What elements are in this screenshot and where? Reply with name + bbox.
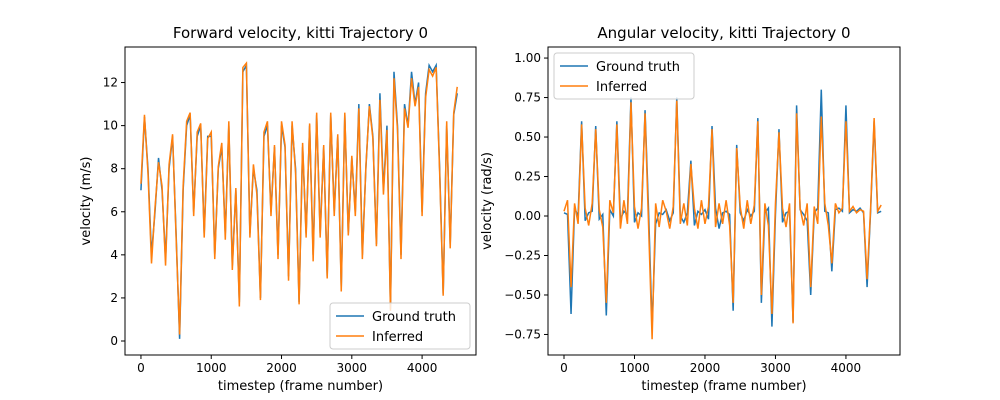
x-tick-label: 1000 <box>619 361 650 375</box>
chart-title: Forward velocity, kitti Trajectory 0 <box>173 24 428 42</box>
legend: Ground truth Inferred <box>553 52 695 100</box>
x-tick-label: 3000 <box>760 361 791 375</box>
y-tick-label: 12 <box>103 76 118 90</box>
x-tick-label: 1000 <box>196 361 227 375</box>
y-tick-label: −0.50 <box>504 288 541 302</box>
x-tick-label: 4000 <box>831 361 862 375</box>
subplot: 0 1000 2000 3000 4000 0 2 4 6 8 10 12 Forward veloci… <box>79 24 477 394</box>
x-tick-label: 4000 <box>407 361 438 375</box>
chart-title: Angular velocity, kitti Trajectory 0 <box>597 24 850 42</box>
y-tick-label: 1.00 <box>514 51 541 65</box>
y-tick-label: 6 <box>110 205 118 219</box>
x-tick-label: 0 <box>137 361 145 375</box>
x-tick-label: 2000 <box>266 361 297 375</box>
data-line <box>563 100 882 340</box>
x-tick-label: 0 <box>560 361 568 375</box>
y-tick-label: 2 <box>110 291 118 305</box>
y-tick-label: −0.75 <box>504 327 541 341</box>
y-axis-label: velocity (m/s) <box>79 157 94 246</box>
legend-label: Inferred <box>372 330 423 345</box>
data-line <box>563 89 882 327</box>
y-tick-label: 10 <box>103 119 118 133</box>
y-tick-label: 0.50 <box>514 130 541 144</box>
legend-label: Ground truth <box>372 310 456 325</box>
data-line <box>140 61 458 335</box>
legend: Ground truth Inferred <box>329 302 471 350</box>
subplot: 0 1000 2000 3000 4000 −0.75 −0.50 −0.25 0.00 0.25… <box>480 24 901 394</box>
x-axis-label: timestep (frame number) <box>218 379 383 394</box>
y-tick-label: 0.25 <box>514 170 541 184</box>
plot-area <box>140 61 458 339</box>
y-tick-label: 0 <box>110 334 118 348</box>
legend-box <box>553 52 695 100</box>
legend-label: Inferred <box>596 80 647 95</box>
axes-frame <box>124 46 477 356</box>
y-tick-label: 8 <box>110 162 118 176</box>
plot-area <box>563 89 882 340</box>
axes-frame <box>547 46 901 356</box>
y-tick-label: 0.75 <box>514 91 541 105</box>
y-tick-label: 4 <box>110 248 118 262</box>
y-tick-label: −0.25 <box>504 248 541 262</box>
x-tick-label: 3000 <box>337 361 368 375</box>
y-axis-label: velocity (rad/s) <box>480 152 495 250</box>
x-axis-label: timestep (frame number) <box>641 379 806 394</box>
legend-box <box>329 302 471 350</box>
x-tick-label: 2000 <box>690 361 721 375</box>
y-tick-label: 0.00 <box>514 209 541 223</box>
legend-label: Ground truth <box>596 60 680 75</box>
